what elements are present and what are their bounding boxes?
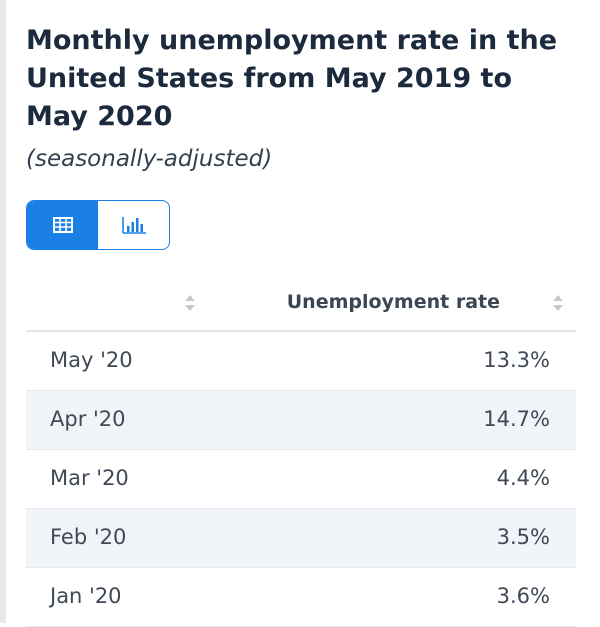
row-value: 14.7% — [483, 407, 550, 431]
table-row: Jan '20 3.6% — [26, 568, 576, 627]
column-header-unemployment-rate[interactable]: Unemployment rate — [286, 291, 500, 313]
row-value: 3.5% — [496, 525, 550, 549]
row-value: 4.4% — [496, 466, 550, 490]
table-row: Feb '20 3.5% — [26, 509, 576, 568]
row-label: Jan '20 — [50, 584, 122, 608]
row-label: May '20 — [50, 348, 133, 372]
sort-icon[interactable] — [184, 293, 196, 317]
chart-view-button[interactable] — [98, 201, 169, 249]
table-row: Apr '20 14.7% — [26, 391, 576, 450]
row-label: Apr '20 — [50, 407, 126, 431]
table-row: May '20 13.3% — [26, 332, 576, 391]
bar-chart-icon — [121, 216, 147, 234]
row-label: Feb '20 — [50, 525, 127, 549]
sort-icon[interactable] — [552, 293, 564, 317]
row-label: Mar '20 — [50, 466, 129, 490]
table-row: Mar '20 4.4% — [26, 450, 576, 509]
row-value: 13.3% — [483, 348, 550, 372]
page-title: Monthly unemployment rate in the United … — [26, 25, 558, 132]
table-header: Unemployment rate — [26, 274, 576, 332]
view-toggle — [26, 200, 170, 250]
left-edge-border — [0, 0, 6, 623]
row-value: 3.6% — [496, 584, 550, 608]
page-subtitle: (seasonally-adjusted) — [26, 146, 273, 172]
table-view-button[interactable] — [27, 201, 98, 249]
table-icon — [52, 217, 73, 233]
data-table: Unemployment rate May '20 13.3% Apr '20 … — [26, 274, 576, 627]
